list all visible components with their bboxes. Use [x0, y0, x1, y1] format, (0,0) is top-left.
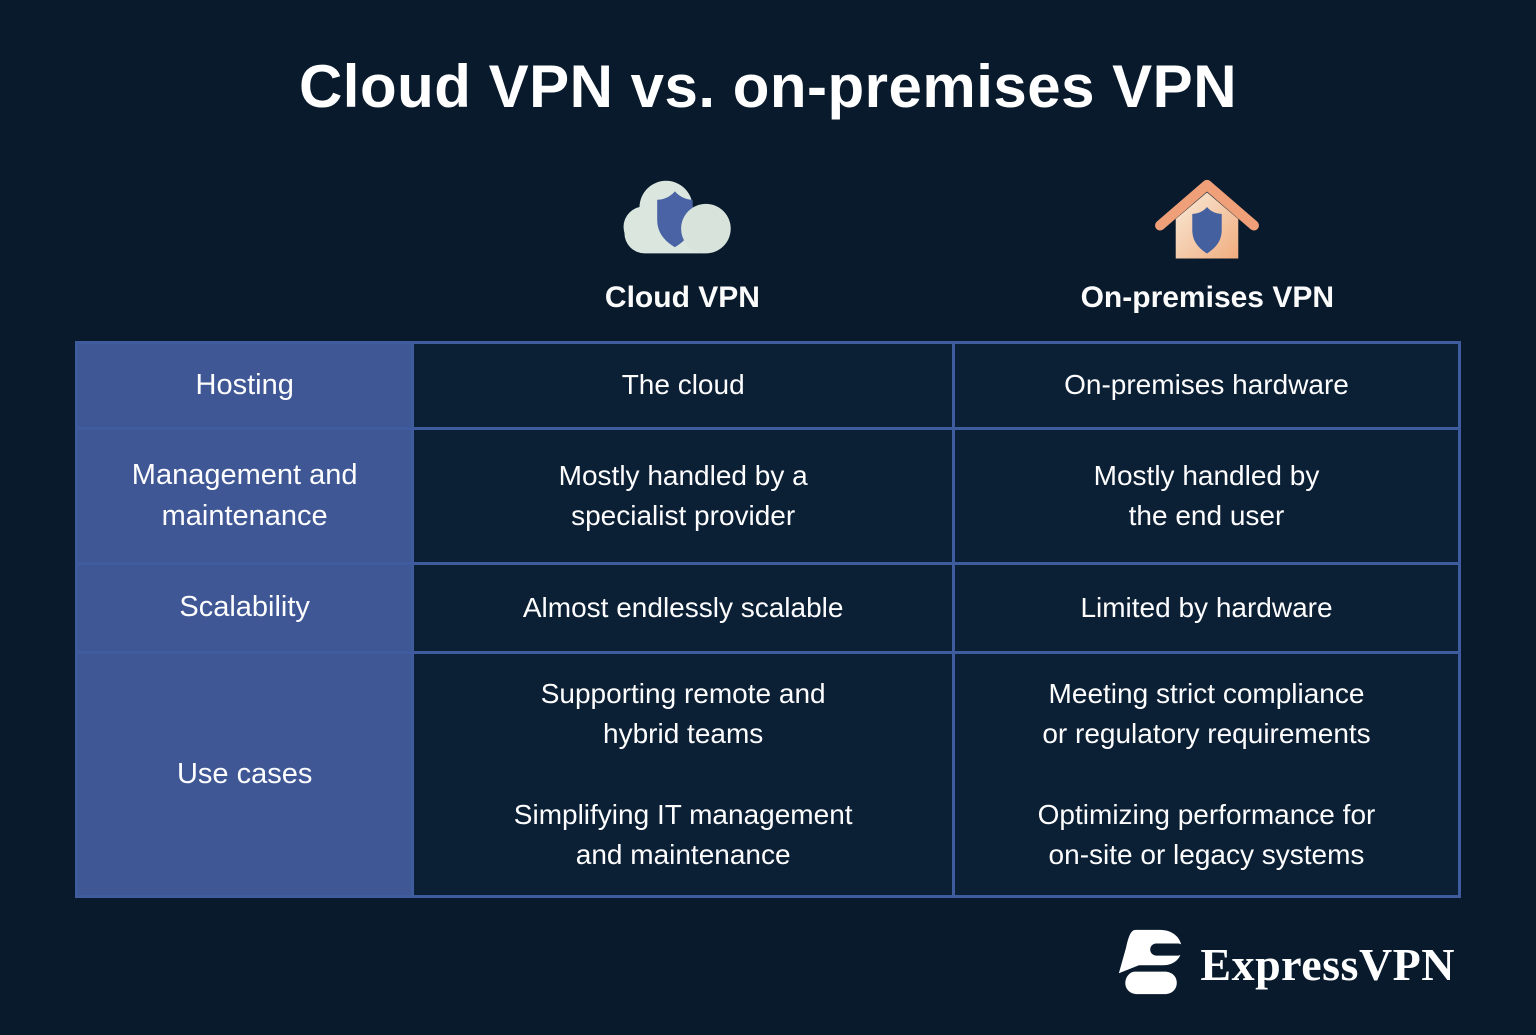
use-case-item: Simplifying IT management and maintenanc… — [513, 798, 853, 870]
cell-hosting-cloud: The cloud — [414, 344, 953, 427]
row-header-management: Management and maintenance — [78, 430, 412, 562]
cell-scalability-onprem: Limited by hardware — [955, 565, 1458, 651]
use-case-item: Supporting remote and hybrid teams — [540, 678, 826, 750]
use-case-item: Optimizing performance for on-site or le… — [1037, 798, 1376, 870]
expressvpn-logomark-icon — [1110, 926, 1185, 1003]
column-label-cloud: Cloud VPN — [604, 281, 760, 314]
cell-management-onprem: Mostly handled by the end user — [955, 430, 1458, 562]
house-shield-icon — [1146, 169, 1268, 265]
column-header-spacer — [75, 169, 411, 315]
row-header-hosting: Hosting — [78, 344, 412, 427]
comparison-table: Hosting The cloud On-premises hardware M… — [75, 341, 1461, 898]
row-header-scalability: Scalability — [78, 565, 412, 651]
cell-use-cases-cloud: Supporting remote and hybrid teams Simpl… — [414, 654, 953, 895]
column-header-cloud: Cloud VPN — [411, 169, 953, 315]
cell-use-cases-onprem: Meeting strict compliance or regulatory … — [955, 654, 1458, 895]
page-title: Cloud VPN vs. on-premises VPN — [298, 53, 1238, 120]
use-case-item: Meeting strict compliance or regulatory … — [1042, 678, 1371, 750]
cell-scalability-cloud: Almost endlessly scalable — [414, 565, 953, 651]
expressvpn-logo: ExpressVPN — [1110, 926, 1455, 1003]
footer: ExpressVPN — [75, 926, 1461, 1003]
column-label-onprem: On-premises VPN — [1080, 281, 1335, 314]
cloud-shield-icon — [620, 169, 744, 265]
column-header-onprem: On-premises VPN — [954, 169, 1461, 315]
column-headers: Cloud VPN On-premises VPN — [75, 169, 1461, 315]
cell-management-cloud: Mostly handled by a specialist provider — [414, 430, 953, 562]
row-header-use-cases: Use cases — [78, 654, 412, 895]
cell-hosting-onprem: On-premises hardware — [955, 344, 1458, 427]
brand-wordmark: ExpressVPN — [1200, 939, 1455, 990]
